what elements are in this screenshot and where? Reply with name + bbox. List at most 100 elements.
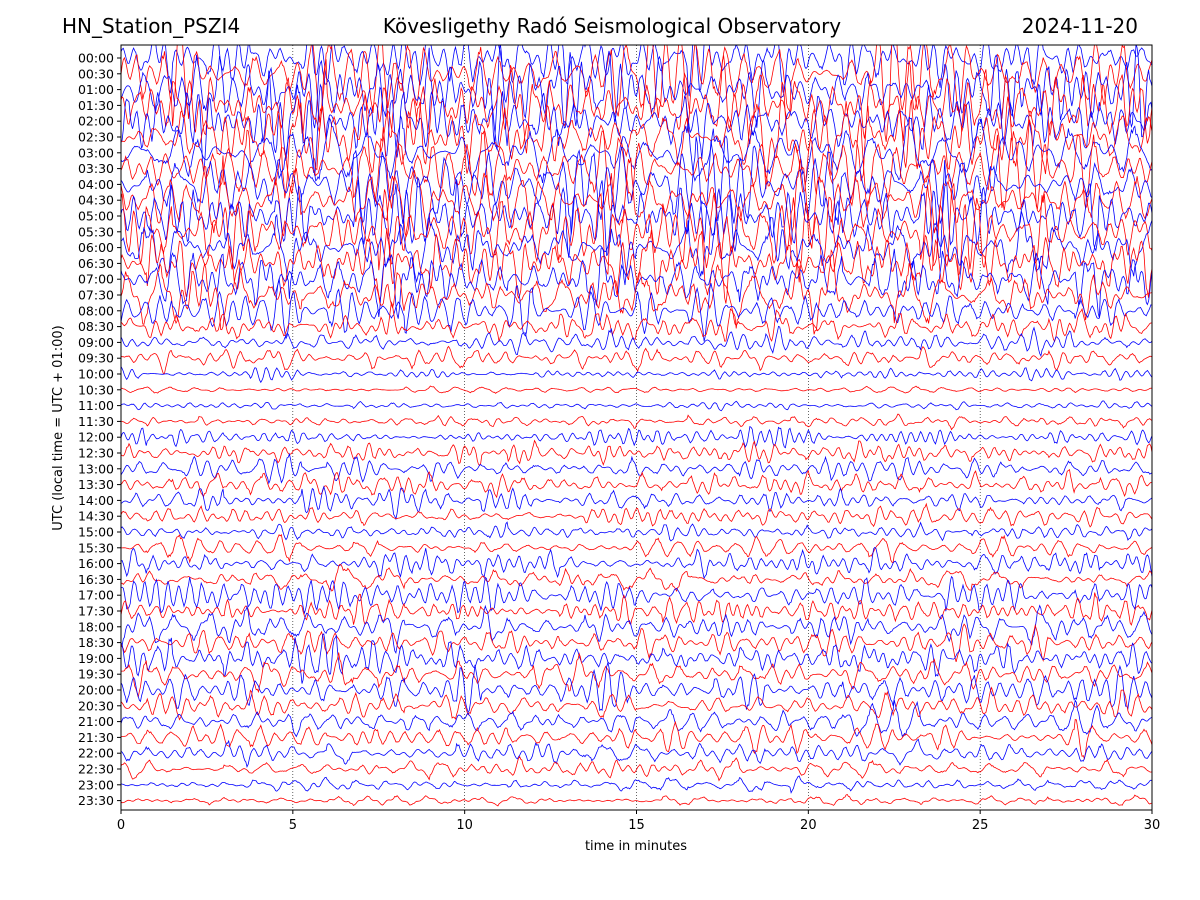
y-tick-label: 21:30 bbox=[78, 730, 114, 745]
y-tick-label: 15:30 bbox=[78, 540, 114, 555]
seismic-trace bbox=[121, 301, 1152, 343]
y-tick-label: 07:00 bbox=[78, 272, 114, 287]
seismic-trace bbox=[121, 794, 1152, 807]
y-tick-label: 14:30 bbox=[78, 509, 114, 524]
seismic-trace bbox=[121, 366, 1152, 384]
x-tick-label: 5 bbox=[289, 818, 297, 833]
y-tick-label: 11:00 bbox=[78, 398, 114, 413]
y-tick-label: 17:30 bbox=[78, 604, 114, 619]
seismic-trace bbox=[121, 246, 1152, 319]
y-tick-label: 00:30 bbox=[78, 66, 114, 81]
y-tick-label: 03:30 bbox=[78, 161, 114, 176]
seismic-trace bbox=[121, 345, 1152, 375]
y-tick-label: 23:00 bbox=[78, 777, 114, 792]
y-tick-label: 06:00 bbox=[78, 240, 114, 255]
y-tick-label: 13:00 bbox=[78, 461, 114, 476]
seismic-trace bbox=[121, 439, 1152, 466]
y-tick-label: 18:00 bbox=[78, 619, 114, 634]
seismic-trace bbox=[121, 45, 1152, 97]
y-tick-label: 03:00 bbox=[78, 145, 114, 160]
seismic-trace bbox=[121, 45, 1152, 145]
seismic-trace bbox=[121, 719, 1152, 761]
y-tick-label: 15:00 bbox=[78, 525, 114, 540]
y-tick-label: 21:00 bbox=[78, 714, 114, 729]
y-tick-label: 17:00 bbox=[78, 588, 114, 603]
x-tick-label: 15 bbox=[628, 818, 645, 833]
y-tick-label: 20:00 bbox=[78, 683, 114, 698]
y-tick-label: 20:30 bbox=[78, 698, 114, 713]
seismic-trace bbox=[121, 661, 1152, 713]
seismic-trace bbox=[121, 155, 1152, 249]
x-tick-label: 25 bbox=[972, 818, 989, 833]
y-tick-label: 10:00 bbox=[78, 367, 114, 382]
seismic-trace bbox=[121, 521, 1152, 542]
seismic-trace bbox=[121, 278, 1152, 342]
seismic-trace bbox=[121, 502, 1152, 528]
seismic-trace bbox=[121, 755, 1152, 782]
x-tick-label: 30 bbox=[1144, 818, 1161, 833]
seismic-trace bbox=[121, 115, 1152, 192]
y-tick-label: 04:30 bbox=[78, 193, 114, 208]
y-tick-label: 09:30 bbox=[78, 351, 114, 366]
y-tick-label: 10:30 bbox=[78, 382, 114, 397]
y-tick-label: 01:00 bbox=[78, 82, 114, 97]
seismic-trace bbox=[121, 70, 1152, 176]
y-tick-label: 02:00 bbox=[78, 114, 114, 129]
seismic-trace bbox=[121, 211, 1152, 299]
seismic-trace bbox=[121, 228, 1152, 304]
y-tick-label: 16:30 bbox=[78, 572, 114, 587]
seismic-trace bbox=[121, 385, 1152, 394]
station-name: HN_Station_PSZI4 bbox=[62, 14, 241, 38]
y-tick-label: 01:30 bbox=[78, 98, 114, 113]
x-tick-label: 20 bbox=[800, 818, 817, 833]
y-tick-label: 08:30 bbox=[78, 319, 114, 334]
seismic-trace bbox=[121, 400, 1152, 412]
y-tick-label: 02:30 bbox=[78, 130, 114, 145]
seismic-trace bbox=[121, 413, 1152, 431]
seismic-trace bbox=[121, 469, 1152, 499]
y-tick-label: 05:30 bbox=[78, 224, 114, 239]
trace-layer bbox=[121, 45, 1152, 807]
y-tick-label: 09:00 bbox=[78, 335, 114, 350]
y-tick-label: 08:00 bbox=[78, 303, 114, 318]
y-tick-label: 19:30 bbox=[78, 667, 114, 682]
y-tick-label: 00:00 bbox=[78, 51, 114, 66]
seismic-trace bbox=[121, 45, 1152, 142]
y-axis-label: UTC (local time = UTC + 01:00) bbox=[51, 325, 66, 530]
y-axis: 00:0000:3001:0001:3002:0002:3003:0003:30… bbox=[78, 51, 121, 808]
y-tick-label: 06:30 bbox=[78, 256, 114, 271]
seismic-trace bbox=[121, 592, 1152, 626]
seismic-trace bbox=[121, 452, 1152, 485]
seismic-trace bbox=[121, 623, 1152, 662]
seismic-trace bbox=[121, 55, 1152, 154]
seismic-trace bbox=[121, 534, 1152, 564]
seismic-trace bbox=[121, 738, 1152, 769]
y-tick-label: 16:00 bbox=[78, 556, 114, 571]
y-tick-label: 18:30 bbox=[78, 635, 114, 650]
y-tick-label: 13:30 bbox=[78, 477, 114, 492]
y-tick-label: 22:30 bbox=[78, 762, 114, 777]
seismic-trace bbox=[121, 81, 1152, 199]
x-tick-label: 0 bbox=[117, 818, 125, 833]
seismic-trace bbox=[121, 633, 1152, 684]
seismic-trace bbox=[121, 604, 1152, 655]
y-tick-label: 14:00 bbox=[78, 493, 114, 508]
seismic-trace bbox=[121, 118, 1152, 211]
y-tick-label: 05:00 bbox=[78, 209, 114, 224]
y-tick-label: 11:30 bbox=[78, 414, 114, 429]
seismic-trace bbox=[121, 183, 1152, 283]
y-tick-label: 12:00 bbox=[78, 430, 114, 445]
seismic-trace bbox=[121, 425, 1152, 449]
seismic-trace bbox=[121, 699, 1152, 738]
x-axis-label: time in minutes bbox=[585, 839, 687, 854]
y-tick-label: 07:30 bbox=[78, 288, 114, 303]
seismic-trace bbox=[121, 135, 1152, 243]
y-tick-label: 23:30 bbox=[78, 793, 114, 808]
seismic-trace bbox=[121, 563, 1152, 593]
seismic-trace bbox=[121, 652, 1152, 698]
seismic-trace bbox=[121, 325, 1152, 357]
y-tick-label: 12:30 bbox=[78, 446, 114, 461]
seismic-trace bbox=[121, 546, 1152, 580]
